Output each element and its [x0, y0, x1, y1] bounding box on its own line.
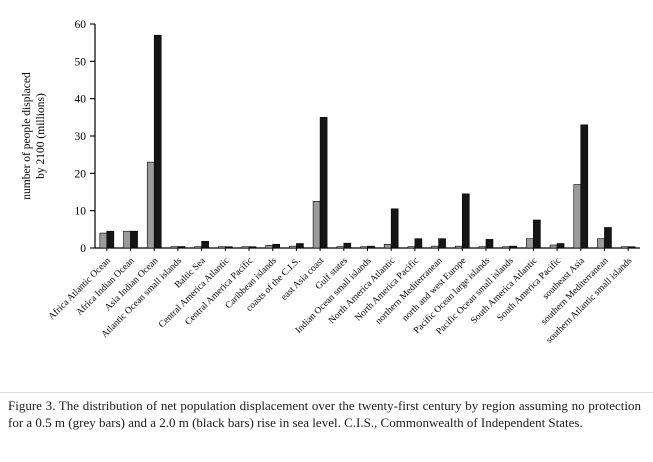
- bar-black: [485, 239, 494, 249]
- bar-chart: 0 10 20 30 40 50 60 number of people displaced b…: [21, 19, 640, 346]
- bar-grey: [502, 246, 510, 249]
- bar-black: [580, 124, 589, 249]
- bar-grey: [597, 238, 605, 249]
- bar-grey: [336, 246, 345, 249]
- bar-black: [533, 219, 541, 249]
- y-tick-label: 40: [75, 94, 87, 106]
- bar-grey: [99, 232, 108, 249]
- bar-grey: [407, 246, 416, 249]
- bar-grey: [620, 246, 629, 249]
- figure-caption: Figure 3. The distribution of net popula…: [8, 398, 641, 430]
- bar-black: [153, 34, 162, 249]
- bar-grey: [454, 245, 463, 249]
- y-tick-label: 10: [75, 206, 87, 218]
- bar-black: [319, 117, 328, 249]
- bar-grey: [289, 245, 297, 249]
- bar-black: [367, 245, 375, 249]
- bar-black: [130, 230, 138, 249]
- bar-grey: [431, 245, 439, 249]
- y-tick-label: 30: [75, 131, 87, 143]
- bar-grey: [146, 161, 155, 249]
- bar-black: [414, 238, 423, 249]
- bar-black: [177, 246, 186, 249]
- bar-grey: [526, 238, 534, 249]
- bar-black: [509, 245, 517, 249]
- bar-black: [343, 242, 352, 249]
- bar-black: [556, 243, 565, 249]
- bar-grey: [241, 246, 250, 249]
- bar-black: [272, 243, 281, 249]
- y-tick-label: 20: [75, 168, 87, 180]
- bar-black: [604, 227, 612, 249]
- bar-black: [225, 246, 233, 249]
- bar-black: [438, 238, 446, 249]
- bar-black: [201, 240, 209, 249]
- bar-grey: [383, 243, 392, 249]
- bar-black: [627, 246, 636, 249]
- bar-grey: [312, 201, 321, 249]
- bar-grey: [123, 230, 131, 249]
- y-tick-label: 50: [75, 56, 87, 68]
- bar-black: [296, 243, 304, 249]
- y-tick-label: 60: [75, 19, 87, 31]
- bar-black: [248, 246, 257, 249]
- bar-grey: [549, 244, 558, 249]
- bar-grey: [573, 184, 582, 249]
- bar-grey: [218, 246, 226, 249]
- y-tick-label: 0: [80, 243, 86, 255]
- y-axis-label: by 2100 (millions): [35, 93, 47, 179]
- bar-black: [106, 230, 115, 249]
- caption-divider: [0, 392, 653, 393]
- bar-grey: [360, 246, 368, 249]
- bar-grey: [194, 246, 202, 249]
- bar-black: [390, 208, 399, 249]
- bar-grey: [170, 246, 179, 249]
- bar-grey: [478, 246, 487, 249]
- bar-grey: [265, 245, 274, 249]
- bar-black: [461, 193, 470, 249]
- y-axis-label: number of people displaced: [21, 72, 33, 200]
